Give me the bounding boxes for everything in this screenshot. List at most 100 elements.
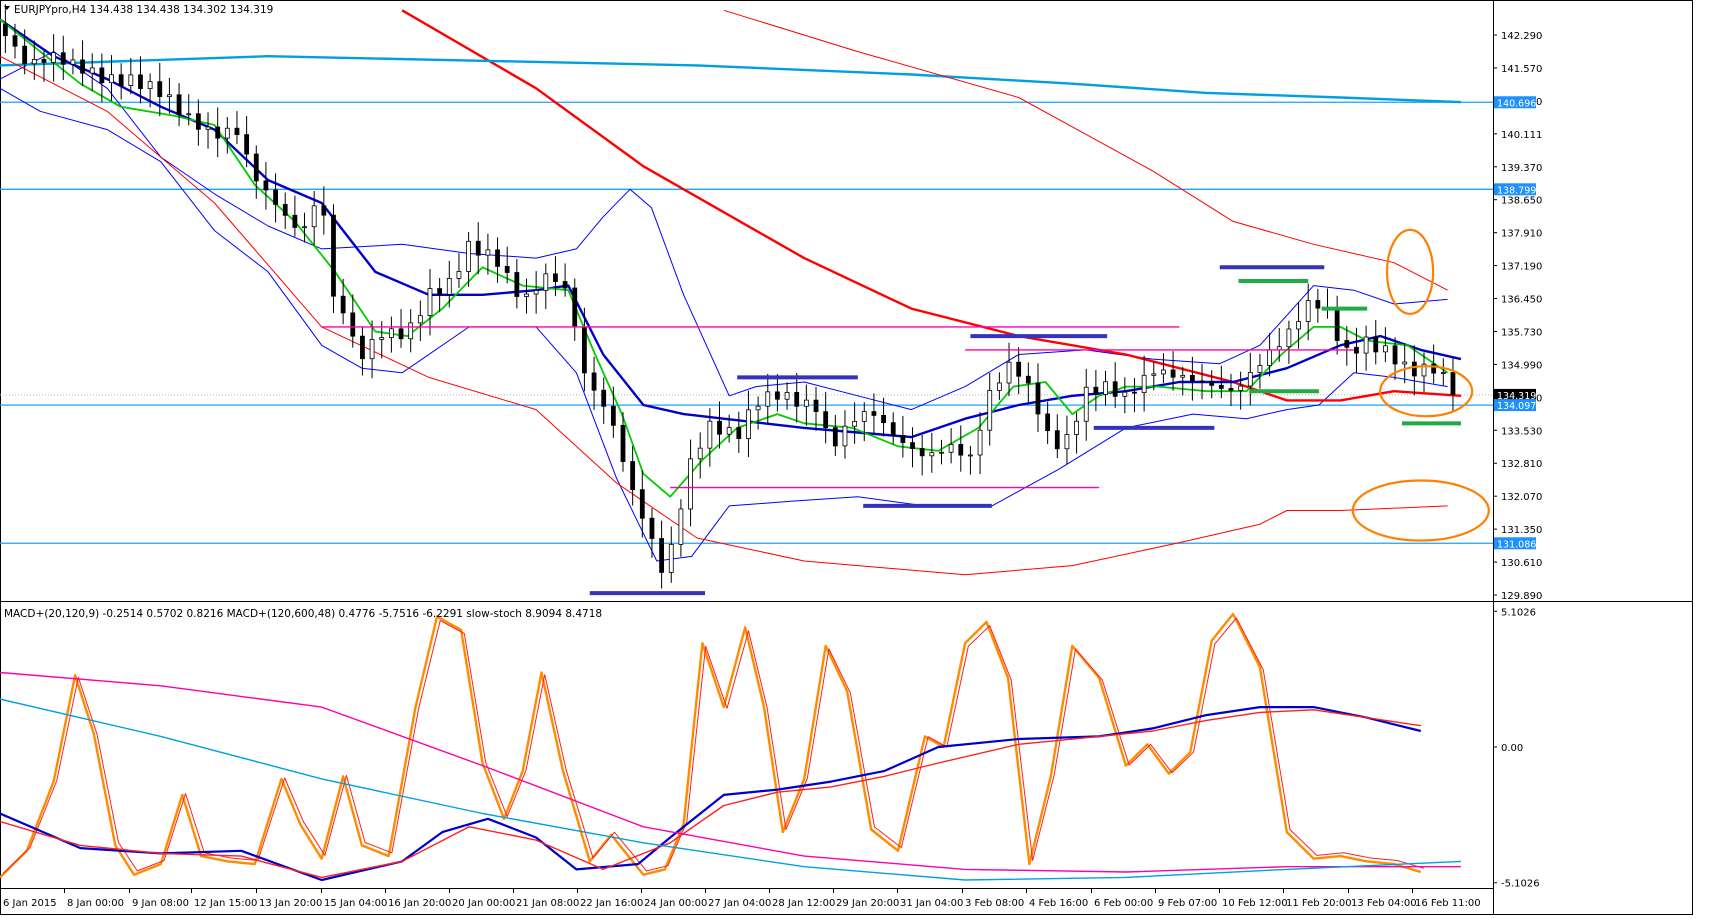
candle-body [1421,363,1427,377]
price-badge [1494,183,1536,196]
annotation-ellipse[interactable] [1385,228,1435,315]
x-tick-label: 13 Feb 04:00 [1351,898,1417,909]
candle-body [649,517,655,539]
candle-body [1247,371,1253,387]
ma-cyan-line [0,55,1462,104]
candle-body [832,427,838,447]
candle-body [321,205,327,216]
candle-body [1392,345,1398,365]
x-tick-label: 29 Jan 20:00 [836,898,899,909]
candle-body [524,293,529,297]
candle-body [572,287,578,328]
candle-body [553,273,558,282]
candle-body [842,425,848,447]
osc-series-line [0,612,1422,879]
candle-body [195,113,201,130]
candle-body [688,458,693,510]
price-badge-label: 140.696 [1497,98,1536,109]
candle-body [1440,372,1446,374]
candle-body [939,451,944,454]
x-tick-label: 24 Jan 00:00 [644,898,707,909]
candle-body [639,489,645,519]
osc-tick-label: 0.00 [1501,743,1523,754]
candle-body [746,409,751,439]
x-tick-label: 4 Feb 16:00 [1029,898,1088,909]
candle-body [388,328,394,338]
x-tick-label: 9 Feb 07:00 [1158,898,1217,909]
candle-body [910,442,915,449]
candle-body [263,180,269,191]
candle-body [495,249,500,267]
envelope-lower-red-line [0,55,1448,576]
y-tick-label: 137.190 [1501,262,1542,273]
candle-body [987,390,993,431]
x-tick-label: 20 Jan 00:00 [452,898,515,909]
candle-body [697,447,703,460]
candle-body [1054,430,1060,450]
candle-body [466,240,471,272]
x-tick-label: 12 Jan 15:00 [194,898,257,909]
candle-body [157,81,163,98]
candle-body [1103,381,1108,395]
candle-body [446,277,452,295]
candle-body [601,389,607,407]
candle-body [823,411,829,429]
candle-body [1006,361,1012,384]
candle-body [311,205,317,228]
candle-body [1383,345,1388,353]
candle-body [215,126,221,139]
candle-body [1025,375,1031,384]
candle-body [1334,309,1340,341]
x-tick-label: 6 Jan 2015 [3,898,57,909]
annotation-ellipse[interactable] [1379,365,1474,418]
y-tick-label: 132.070 [1501,492,1542,503]
candle-body [1402,361,1408,365]
x-tick-label: 22 Jan 16:00 [580,898,643,909]
candle-body [282,204,288,216]
osc-series-line [0,698,1462,881]
x-tick-label: 11 Feb 20:00 [1286,898,1352,909]
candle-body [736,427,742,439]
candle-body [234,127,240,136]
candle-body [1035,382,1041,415]
y-tick-label: 140.111 [1501,130,1542,141]
candle-body [1141,374,1147,394]
candle-body [186,113,192,116]
y-tick-label: 130.610 [1501,558,1542,569]
candle-body [167,94,172,98]
candle-body [398,328,404,340]
price-badge [1494,537,1536,550]
bollinger-upper-line [0,51,1448,411]
candle-body [437,288,443,295]
price-badge [1494,399,1536,412]
chart-frame [0,0,1693,915]
candle-body [794,391,800,407]
dropdown-arrow-icon[interactable] [4,6,10,10]
stoch-signal-line [2,617,1425,874]
candle-body [1112,381,1118,397]
y-tick-label: 142.290 [1501,31,1542,42]
candle-body [996,382,1002,391]
candle-body [1344,340,1350,348]
candle-body [1218,384,1224,389]
price-badge [1494,96,1536,109]
candle-body [31,59,37,65]
y-tick-label: 139.370 [1501,163,1542,174]
candle-body [900,434,906,444]
chart-header-label: EURJPYpro,H4 134.438 134.438 134.302 134… [14,4,273,16]
candle-body [1373,336,1379,353]
candle-body [668,544,674,573]
candle-body [70,59,76,65]
candle-body [620,424,626,462]
osc-series-line [0,706,1422,882]
ma-red-thick-line [401,9,1462,402]
candle-body [1238,385,1244,391]
candle-body [514,272,520,297]
candle-body [1431,363,1437,374]
candle-body [205,126,211,130]
x-tick-label: 13 Jan 20:00 [259,898,322,909]
price-badge [1494,388,1536,401]
annotation-ellipse[interactable] [1351,479,1490,542]
oscillator-header-label: MACD+(20,120,9) -0.2514 0.5702 0.8216 MA… [4,608,602,620]
candle-body [292,214,298,228]
